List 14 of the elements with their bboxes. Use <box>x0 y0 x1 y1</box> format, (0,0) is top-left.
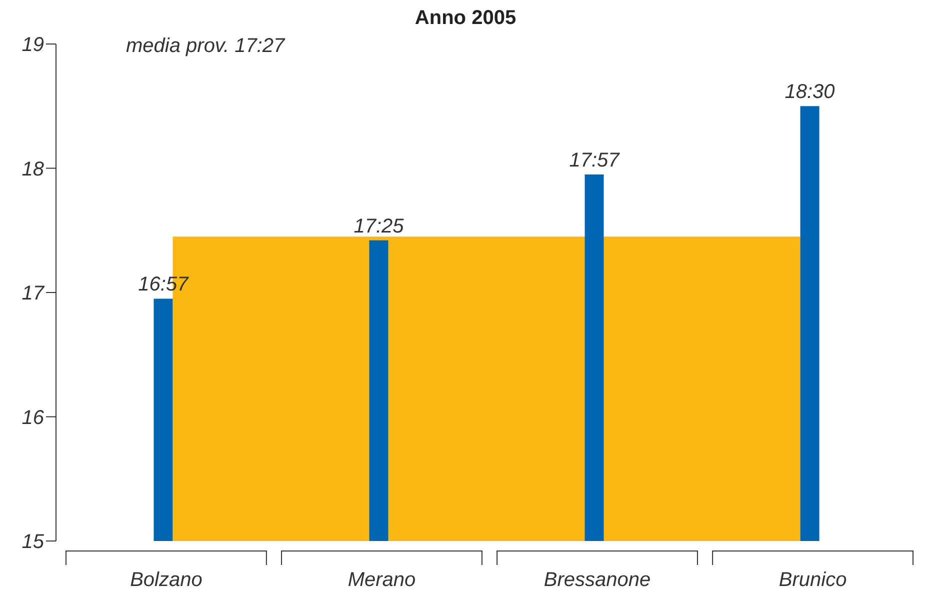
chart-title: Anno 2005 <box>414 7 516 29</box>
y-tick-label: 19 <box>22 34 44 56</box>
y-tick-label: 18 <box>22 158 44 180</box>
x-tick-label: Merano <box>348 569 416 591</box>
y-tick-label: 17 <box>22 282 45 304</box>
annotation: media prov. 17:27 <box>126 35 286 57</box>
data-label: 17:25 <box>354 215 405 238</box>
x-tick-label: Brunico <box>778 569 847 591</box>
x-tick-label: Bressanone <box>544 569 651 591</box>
y-tick-label: 15 <box>22 531 45 553</box>
data-label: 18:30 <box>784 81 835 104</box>
y-tick-label: 16 <box>22 406 45 429</box>
x-tick-label: Bolzano <box>130 569 202 591</box>
data-label: 17:57 <box>569 149 620 172</box>
